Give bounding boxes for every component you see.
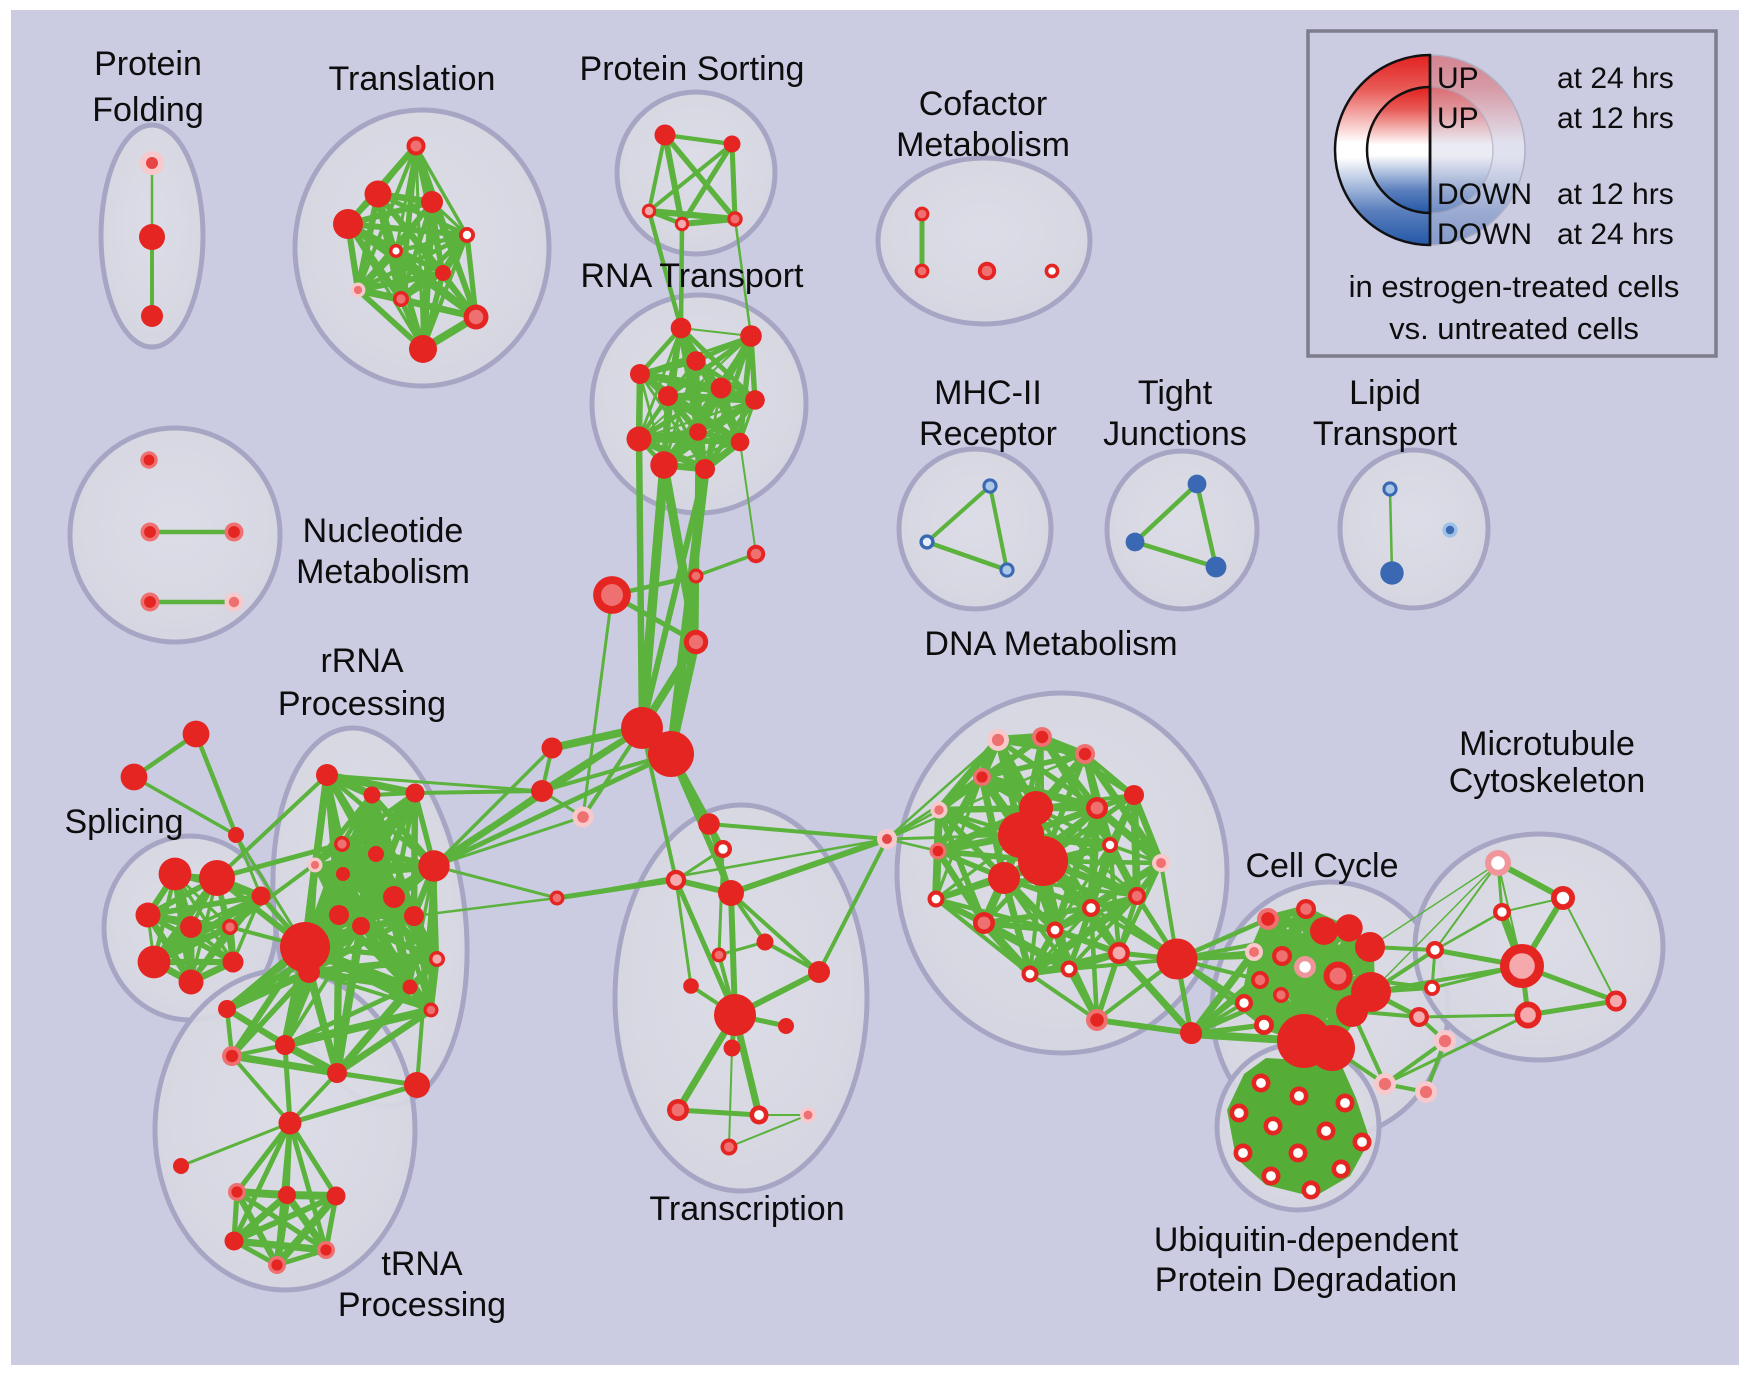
svg-text:Lipid: Lipid (1349, 374, 1421, 412)
svg-text:Processing: Processing (338, 1286, 506, 1324)
svg-text:UP: UP (1437, 102, 1479, 135)
svg-text:at 12 hrs: at 12 hrs (1557, 102, 1674, 135)
svg-text:Cytoskeleton: Cytoskeleton (1449, 762, 1646, 800)
svg-text:Cell Cycle: Cell Cycle (1245, 847, 1398, 885)
svg-text:tRNA: tRNA (381, 1245, 463, 1283)
svg-text:Transcription: Transcription (649, 1190, 844, 1228)
svg-text:Protein Sorting: Protein Sorting (580, 50, 805, 88)
svg-text:Protein: Protein (94, 45, 202, 83)
svg-text:DOWN: DOWN (1437, 218, 1532, 251)
svg-text:Microtubule: Microtubule (1459, 725, 1635, 763)
svg-text:Junctions: Junctions (1103, 415, 1247, 453)
svg-text:Cofactor: Cofactor (919, 85, 1048, 123)
svg-text:Receptor: Receptor (919, 415, 1057, 453)
svg-text:at 12 hrs: at 12 hrs (1557, 178, 1674, 211)
svg-text:RNA Transport: RNA Transport (581, 257, 805, 295)
svg-text:Tight: Tight (1138, 374, 1213, 412)
svg-text:DOWN: DOWN (1437, 178, 1532, 211)
svg-text:vs. untreated cells: vs. untreated cells (1389, 311, 1639, 346)
svg-text:in estrogen-treated cells: in estrogen-treated cells (1349, 269, 1680, 304)
svg-text:at 24 hrs: at 24 hrs (1557, 218, 1674, 251)
svg-text:Folding: Folding (92, 91, 204, 129)
svg-text:Protein Degradation: Protein Degradation (1155, 1261, 1457, 1299)
svg-text:Translation: Translation (329, 60, 496, 98)
svg-text:DNA Metabolism: DNA Metabolism (924, 625, 1177, 663)
svg-text:Transport: Transport (1313, 415, 1458, 453)
svg-text:Splicing: Splicing (64, 803, 183, 841)
svg-text:at 24 hrs: at 24 hrs (1557, 62, 1674, 95)
svg-text:UP: UP (1437, 62, 1479, 95)
svg-text:Metabolism: Metabolism (896, 126, 1070, 164)
svg-text:Processing: Processing (278, 685, 446, 723)
svg-text:rRNA: rRNA (320, 642, 403, 680)
svg-text:Ubiquitin-dependent: Ubiquitin-dependent (1154, 1221, 1459, 1259)
svg-text:Metabolism: Metabolism (296, 553, 470, 591)
svg-text:Nucleotide: Nucleotide (303, 512, 464, 550)
svg-text:MHC-II: MHC-II (934, 374, 1042, 412)
